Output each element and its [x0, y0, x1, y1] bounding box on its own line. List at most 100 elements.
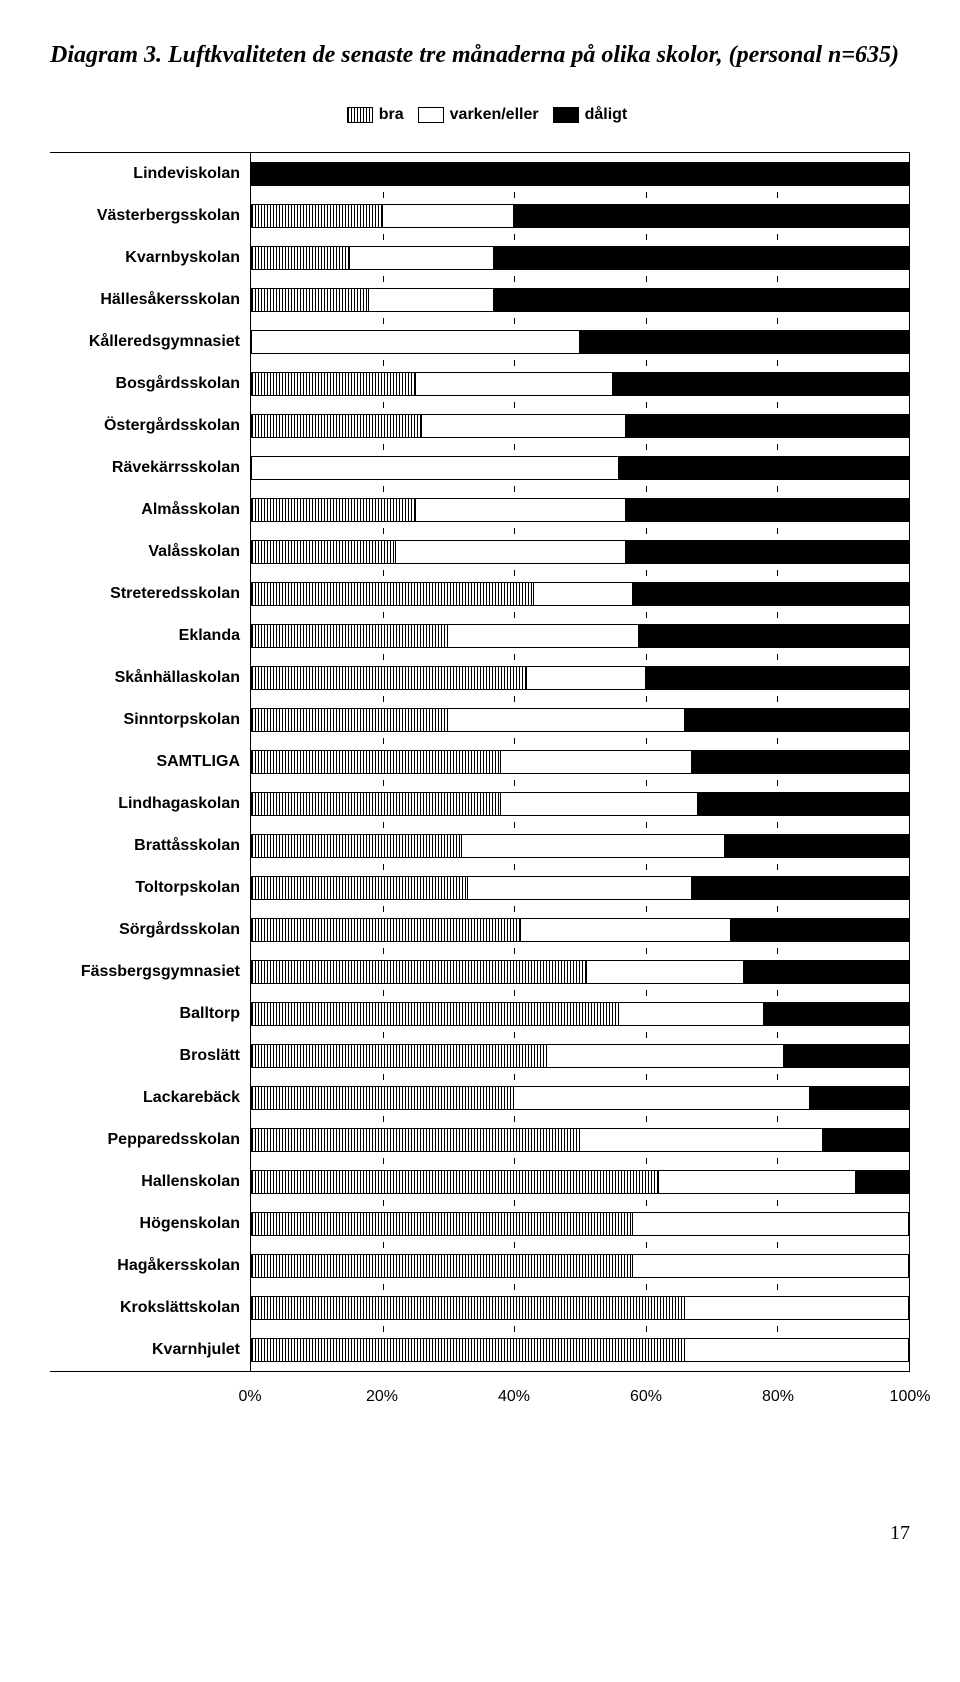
bar-row — [251, 363, 909, 405]
bar-segment — [692, 876, 909, 900]
bar — [251, 1128, 909, 1152]
bar-row — [251, 153, 909, 195]
bar-row — [251, 405, 909, 447]
bar — [251, 414, 909, 438]
bar-segment — [251, 1128, 580, 1152]
bar-segment — [251, 414, 422, 438]
bar-row — [251, 867, 909, 909]
category-label: Sörgårdsskolan — [50, 909, 250, 951]
bar-segment — [251, 246, 350, 270]
bar — [251, 330, 909, 354]
legend-label: dåligt — [585, 106, 628, 124]
bar-segment — [626, 540, 909, 564]
bar-segment — [744, 960, 909, 984]
plot-area — [250, 153, 909, 1371]
bar-segment — [534, 582, 633, 606]
x-axis-label: 0% — [238, 1388, 261, 1406]
category-label: Fässbergsgymnasiet — [50, 951, 250, 993]
bar-segment — [251, 1254, 633, 1278]
bar-row — [251, 1329, 909, 1371]
category-labels: LindeviskolanVästerbergsskolanKvarnbysko… — [50, 153, 250, 1371]
bar-segment — [685, 708, 909, 732]
bar-segment — [501, 750, 692, 774]
bar-segment — [416, 498, 627, 522]
bar-segment — [633, 582, 909, 606]
bar-segment — [350, 246, 495, 270]
bar-segment — [251, 288, 369, 312]
bar-segment — [784, 1044, 909, 1068]
bar-segment — [251, 1338, 685, 1362]
bar — [251, 1002, 909, 1026]
category-label: Östergårdsskolan — [50, 405, 250, 447]
chart-area: LindeviskolanVästerbergsskolanKvarnbysko… — [50, 152, 910, 1372]
bar — [251, 1254, 909, 1278]
bar-segment — [494, 288, 909, 312]
bar — [251, 918, 909, 942]
bar-segment — [698, 792, 909, 816]
bar-segment — [251, 918, 521, 942]
category-label: Skånhällaskolan — [50, 657, 250, 699]
bar-segment — [251, 1086, 514, 1110]
bar — [251, 204, 909, 228]
bar-segment — [494, 246, 909, 270]
category-label: Kvarnbyskolan — [50, 237, 250, 279]
x-axis-label: 80% — [762, 1388, 794, 1406]
bar-row — [251, 699, 909, 741]
category-label: Brattåsskolan — [50, 825, 250, 867]
bar-segment — [251, 792, 501, 816]
bar-segment — [527, 666, 645, 690]
bar-segment — [633, 1254, 909, 1278]
bar-segment — [448, 708, 685, 732]
category-label: Toltorpskolan — [50, 867, 250, 909]
bar — [251, 708, 909, 732]
bar-segment — [639, 624, 909, 648]
bar-row — [251, 1119, 909, 1161]
bar-row — [251, 195, 909, 237]
category-label: Rävekärrsskolan — [50, 447, 250, 489]
bar — [251, 1338, 909, 1362]
bar — [251, 792, 909, 816]
legend-swatch — [553, 107, 579, 123]
bar-segment — [251, 876, 468, 900]
category-label: Västerbergsskolan — [50, 195, 250, 237]
bar-segment — [468, 876, 692, 900]
bar-segment — [521, 918, 732, 942]
bar-segment — [369, 288, 494, 312]
bar — [251, 666, 909, 690]
bar — [251, 1170, 909, 1194]
bar-row — [251, 909, 909, 951]
bar-segment — [416, 372, 613, 396]
bar — [251, 1044, 909, 1068]
bar-segment — [619, 1002, 764, 1026]
category-label: Kvarnhjulet — [50, 1329, 250, 1371]
bar-segment — [501, 792, 698, 816]
page-number: 17 — [50, 1522, 910, 1545]
bar-row — [251, 573, 909, 615]
bar-segment — [626, 414, 909, 438]
bar-segment — [810, 1086, 909, 1110]
bar-row — [251, 531, 909, 573]
bar-segment — [462, 834, 725, 858]
legend-swatch — [347, 107, 373, 123]
bar-segment — [251, 162, 909, 186]
bar-segment — [823, 1128, 909, 1152]
bar — [251, 1086, 909, 1110]
bar-segment — [633, 1212, 909, 1236]
bar-row — [251, 993, 909, 1035]
category-label: Pepparedsskolan — [50, 1119, 250, 1161]
bar-segment — [580, 1128, 823, 1152]
bar-row — [251, 237, 909, 279]
bar-row — [251, 321, 909, 363]
bar-row — [251, 825, 909, 867]
bar-row — [251, 1203, 909, 1245]
bar-segment — [251, 204, 383, 228]
x-axis-label: 100% — [890, 1388, 931, 1406]
rows — [251, 153, 909, 1371]
bar-segment — [731, 918, 909, 942]
bar-segment — [626, 498, 909, 522]
category-label: SAMTLIGA — [50, 741, 250, 783]
category-label: Lindhagaskolan — [50, 783, 250, 825]
bar-segment — [251, 330, 580, 354]
x-axis: 0%20%40%60%80%100% — [250, 1372, 910, 1422]
bar-segment — [251, 1296, 685, 1320]
